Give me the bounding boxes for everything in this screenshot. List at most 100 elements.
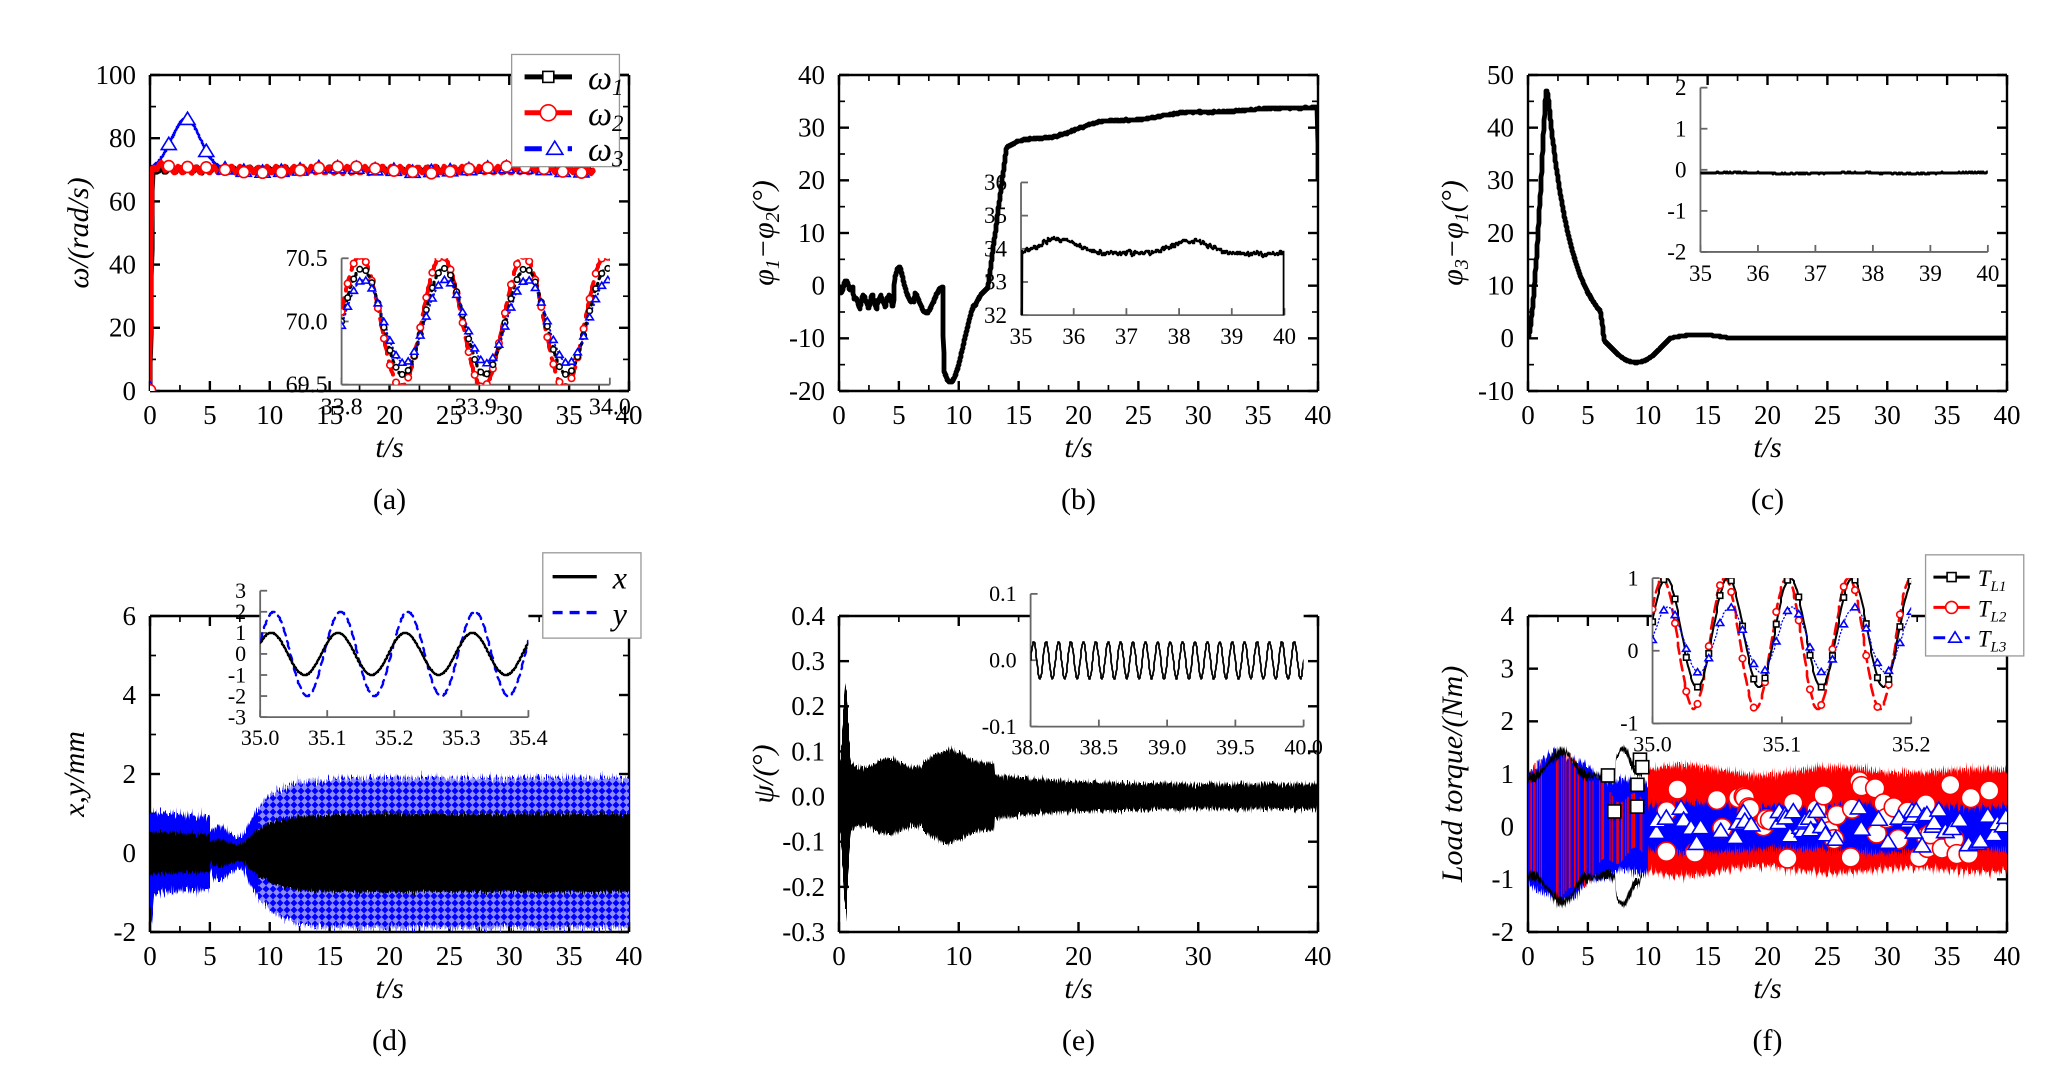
svg-text:33.9: 33.9 xyxy=(455,395,497,421)
svg-text:t/s: t/s xyxy=(1064,431,1092,464)
svg-text:20: 20 xyxy=(1754,400,1781,430)
svg-text:-10: -10 xyxy=(789,323,825,353)
svg-text:0.1: 0.1 xyxy=(791,736,825,766)
svg-text:0.2: 0.2 xyxy=(791,691,825,721)
svg-text:35: 35 xyxy=(1934,941,1961,971)
svg-text:2: 2 xyxy=(1501,706,1515,736)
svg-text:34.0: 34.0 xyxy=(589,395,631,421)
svg-text:5: 5 xyxy=(203,400,217,430)
svg-text:15: 15 xyxy=(1005,400,1032,430)
svg-text:25: 25 xyxy=(436,941,463,971)
svg-text:-20: -20 xyxy=(789,376,825,406)
svg-text:69.5: 69.5 xyxy=(286,373,328,399)
svg-text:35.2: 35.2 xyxy=(1892,731,1931,756)
svg-text:5: 5 xyxy=(1581,941,1595,971)
svg-text:1: 1 xyxy=(1501,759,1515,789)
svg-text:x: x xyxy=(612,560,627,596)
svg-text:35: 35 xyxy=(1010,324,1033,349)
svg-text:30: 30 xyxy=(496,400,523,430)
svg-text:y: y xyxy=(610,596,628,632)
svg-text:20: 20 xyxy=(376,400,403,430)
svg-text:-0.1: -0.1 xyxy=(782,827,825,857)
svg-text:35.4: 35.4 xyxy=(509,725,548,750)
svg-text:15: 15 xyxy=(1694,941,1721,971)
svg-text:10: 10 xyxy=(256,400,283,430)
svg-text:(d): (d) xyxy=(372,1024,407,1057)
svg-text:0: 0 xyxy=(1675,157,1687,182)
svg-text:(e): (e) xyxy=(1062,1024,1095,1057)
svg-text:0.4: 0.4 xyxy=(791,601,825,631)
svg-text:100: 100 xyxy=(96,60,137,90)
svg-text:30: 30 xyxy=(798,113,825,143)
svg-text:5: 5 xyxy=(892,400,906,430)
svg-text:20: 20 xyxy=(1754,941,1781,971)
svg-text:40: 40 xyxy=(616,941,643,971)
svg-text:70.0: 70.0 xyxy=(286,309,328,335)
svg-text:6: 6 xyxy=(123,601,137,631)
svg-text:40: 40 xyxy=(1305,400,1332,430)
svg-text:35: 35 xyxy=(1245,400,1272,430)
svg-text:60: 60 xyxy=(109,186,136,216)
svg-text:0: 0 xyxy=(812,271,826,301)
svg-text:-2: -2 xyxy=(1492,917,1515,947)
svg-text:20: 20 xyxy=(798,165,825,195)
svg-text:30: 30 xyxy=(1874,400,1901,430)
svg-text:Load torque/(Nm): Load torque/(Nm) xyxy=(1436,666,1469,883)
svg-text:35.3: 35.3 xyxy=(442,725,481,750)
svg-text:t/s: t/s xyxy=(1753,972,1781,1005)
svg-text:40: 40 xyxy=(1273,324,1296,349)
svg-text:0: 0 xyxy=(1628,638,1639,663)
svg-text:10: 10 xyxy=(256,941,283,971)
svg-text:5: 5 xyxy=(1581,400,1595,430)
svg-text:3: 3 xyxy=(1501,654,1515,684)
svg-text:33: 33 xyxy=(984,270,1007,295)
svg-text:30: 30 xyxy=(496,941,523,971)
svg-text:36: 36 xyxy=(1746,261,1769,286)
svg-text:-1: -1 xyxy=(1620,711,1638,736)
svg-text:0: 0 xyxy=(123,838,137,868)
svg-text:-0.3: -0.3 xyxy=(782,917,825,947)
svg-text:38.0: 38.0 xyxy=(1011,735,1050,760)
svg-text:4: 4 xyxy=(1501,601,1515,631)
svg-text:25: 25 xyxy=(1814,400,1841,430)
svg-text:1: 1 xyxy=(1628,565,1639,590)
svg-text:35.1: 35.1 xyxy=(1763,731,1802,756)
svg-text:5: 5 xyxy=(203,941,217,971)
svg-text:40: 40 xyxy=(1487,113,1514,143)
svg-text:38: 38 xyxy=(1168,324,1191,349)
svg-text:30: 30 xyxy=(1185,941,1212,971)
svg-text:40.0: 40.0 xyxy=(1284,735,1323,760)
svg-text:35: 35 xyxy=(556,400,583,430)
svg-text:0: 0 xyxy=(1521,400,1535,430)
svg-text:0: 0 xyxy=(143,941,157,971)
svg-text:0: 0 xyxy=(1501,323,1515,353)
svg-text:t/s: t/s xyxy=(375,972,403,1005)
svg-text:40: 40 xyxy=(1994,941,2021,971)
svg-text:0.1: 0.1 xyxy=(989,581,1017,606)
svg-text:20: 20 xyxy=(376,941,403,971)
svg-text:0.0: 0.0 xyxy=(791,781,825,811)
svg-text:2: 2 xyxy=(1675,75,1687,100)
svg-text:32: 32 xyxy=(984,303,1007,328)
svg-text:80: 80 xyxy=(109,123,136,153)
svg-text:10: 10 xyxy=(1634,400,1661,430)
svg-text:3: 3 xyxy=(235,578,246,603)
svg-text:0: 0 xyxy=(1501,812,1515,842)
svg-text:10: 10 xyxy=(945,400,972,430)
svg-text:10: 10 xyxy=(1487,271,1514,301)
svg-text:t/s: t/s xyxy=(375,431,403,464)
svg-text:ψ/(°): ψ/(°) xyxy=(747,745,780,804)
svg-text:25: 25 xyxy=(1125,400,1152,430)
svg-text:0: 0 xyxy=(1521,941,1535,971)
svg-text:-10: -10 xyxy=(1478,376,1514,406)
svg-text:15: 15 xyxy=(1694,400,1721,430)
svg-text:-1: -1 xyxy=(1667,198,1686,223)
svg-text:20: 20 xyxy=(1487,218,1514,248)
svg-text:37: 37 xyxy=(1115,324,1138,349)
svg-text:20: 20 xyxy=(1065,941,1092,971)
svg-text:40: 40 xyxy=(1976,261,1999,286)
svg-text:34: 34 xyxy=(984,236,1008,261)
svg-text:39.0: 39.0 xyxy=(1148,735,1187,760)
svg-text:36: 36 xyxy=(984,170,1007,195)
svg-text:40: 40 xyxy=(798,60,825,90)
